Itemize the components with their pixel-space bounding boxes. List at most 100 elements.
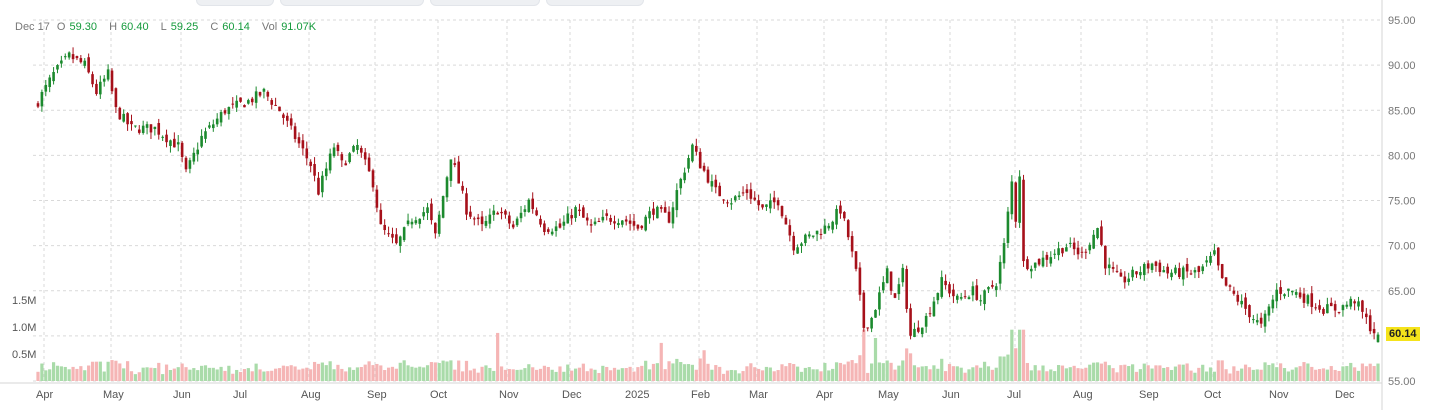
candle (519, 206, 523, 223)
candle (305, 141, 309, 166)
candle (219, 109, 223, 127)
candle-body (496, 212, 499, 215)
volume-bar (702, 350, 706, 381)
candle-body (410, 221, 414, 225)
candle-body (1119, 272, 1123, 277)
candle-body (819, 233, 823, 235)
candle-body (574, 207, 577, 218)
candle-body (328, 153, 332, 171)
candle-body (321, 175, 324, 193)
candle-body (137, 129, 141, 133)
candle-body (1092, 234, 1095, 249)
volume-bar (1247, 367, 1252, 381)
candle-body (426, 207, 429, 214)
candle-body (141, 125, 145, 133)
candle (893, 293, 897, 299)
volume-bar (499, 366, 504, 381)
candle-body (1189, 273, 1193, 275)
candle-body (1294, 292, 1298, 295)
candle-body (402, 227, 406, 241)
candle (321, 171, 324, 198)
volume-bar (1294, 367, 1298, 381)
candle-body (1146, 263, 1150, 269)
candle-body (60, 60, 63, 64)
volume-tick-label: 1.0M (12, 322, 36, 334)
candle (570, 208, 573, 225)
candle-body (543, 223, 546, 232)
candle-body (1131, 269, 1134, 278)
volume-bar (398, 362, 402, 381)
candle (223, 108, 227, 116)
volume-bar (1068, 367, 1072, 381)
volume-bar (406, 365, 410, 381)
candle-body (492, 210, 496, 215)
volume-bar (55, 365, 60, 381)
volume-bar (1010, 329, 1014, 381)
candle (679, 177, 683, 195)
candle-body (858, 267, 862, 295)
candle (1142, 262, 1146, 281)
volume-bar (955, 366, 959, 381)
volume-bar (281, 365, 286, 381)
candle (878, 286, 881, 316)
candle-body (1037, 258, 1041, 265)
candle-body (188, 160, 192, 169)
candle-body (866, 327, 870, 329)
volume-bar (1314, 369, 1318, 381)
candle (967, 295, 971, 300)
candle (1322, 307, 1325, 316)
volume-bar (359, 367, 363, 381)
candle-body (683, 172, 686, 181)
volume-bar (1333, 369, 1337, 381)
volume-bar (355, 367, 360, 381)
volume-bar (1228, 373, 1232, 381)
volume-bar (698, 358, 702, 381)
candle (1178, 262, 1181, 280)
candle (843, 210, 846, 222)
volume-bar (562, 371, 566, 381)
volume-bar (1306, 363, 1310, 381)
candle (1022, 174, 1025, 267)
volume-bar (1162, 367, 1166, 381)
volume-bar (67, 369, 71, 381)
month-tick-label: Sep (1139, 389, 1159, 401)
candle-body (761, 204, 764, 208)
candle (702, 162, 706, 173)
candle (1201, 264, 1205, 275)
candle-body (1111, 267, 1115, 269)
volume-bar (1279, 363, 1283, 381)
candle (297, 132, 301, 148)
candle-body (695, 145, 698, 152)
grid-lines (33, 19, 1382, 382)
volume-bar (114, 360, 118, 381)
candle (917, 320, 920, 334)
candle (153, 126, 157, 136)
volume-bar (1325, 369, 1329, 381)
candle (1107, 257, 1111, 276)
volume-bar (402, 360, 406, 381)
volume-bar (1095, 362, 1100, 381)
candle (1092, 230, 1095, 250)
volume-bar (1166, 367, 1170, 381)
candle-body (1022, 179, 1025, 262)
candle (313, 157, 316, 182)
candle-body (535, 210, 538, 216)
volume-bar (546, 366, 550, 381)
volume-bar (297, 369, 301, 381)
candle-body (554, 226, 558, 232)
candle-body (827, 225, 831, 229)
candle-body (913, 328, 916, 338)
volume-bar (110, 360, 114, 381)
candle-body (959, 297, 963, 299)
candle-body (110, 70, 114, 92)
candle (854, 251, 858, 272)
candle-body (944, 280, 947, 286)
candle-body (710, 181, 714, 187)
candle-body (753, 197, 757, 200)
volume-bar (468, 370, 472, 381)
legend-low-label: L (160, 21, 167, 33)
volume-bar (1049, 369, 1053, 381)
volume-bar (1349, 362, 1353, 381)
candle-body (95, 83, 98, 95)
